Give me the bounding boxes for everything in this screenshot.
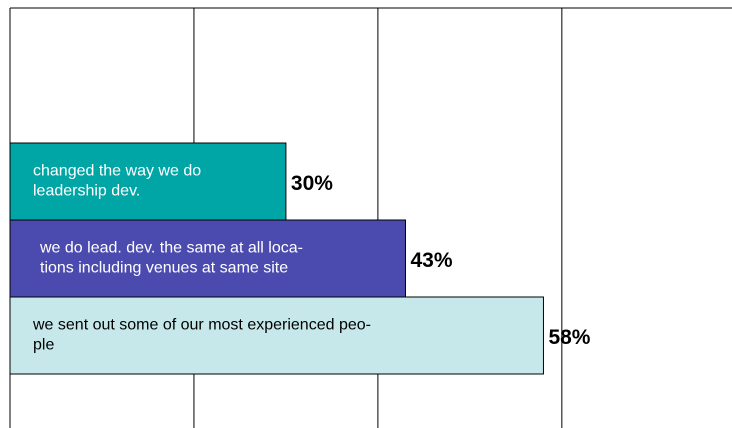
value-label: 30% — [291, 172, 333, 195]
bar — [9, 142, 287, 221]
bar-label: tions including venues at same site — [40, 260, 288, 277]
bar-label: we sent out some of our most experienced… — [32, 317, 371, 334]
bar — [9, 296, 544, 375]
value-label: 58% — [548, 326, 590, 349]
value-label: 43% — [410, 249, 452, 272]
bar-label: leadership dev. — [33, 183, 140, 200]
bar-label: ple — [33, 337, 54, 354]
bar-label: changed the way we do — [33, 163, 201, 180]
bar-label: we do lead. dev. the same at all loca- — [39, 240, 303, 257]
bar — [9, 219, 406, 298]
